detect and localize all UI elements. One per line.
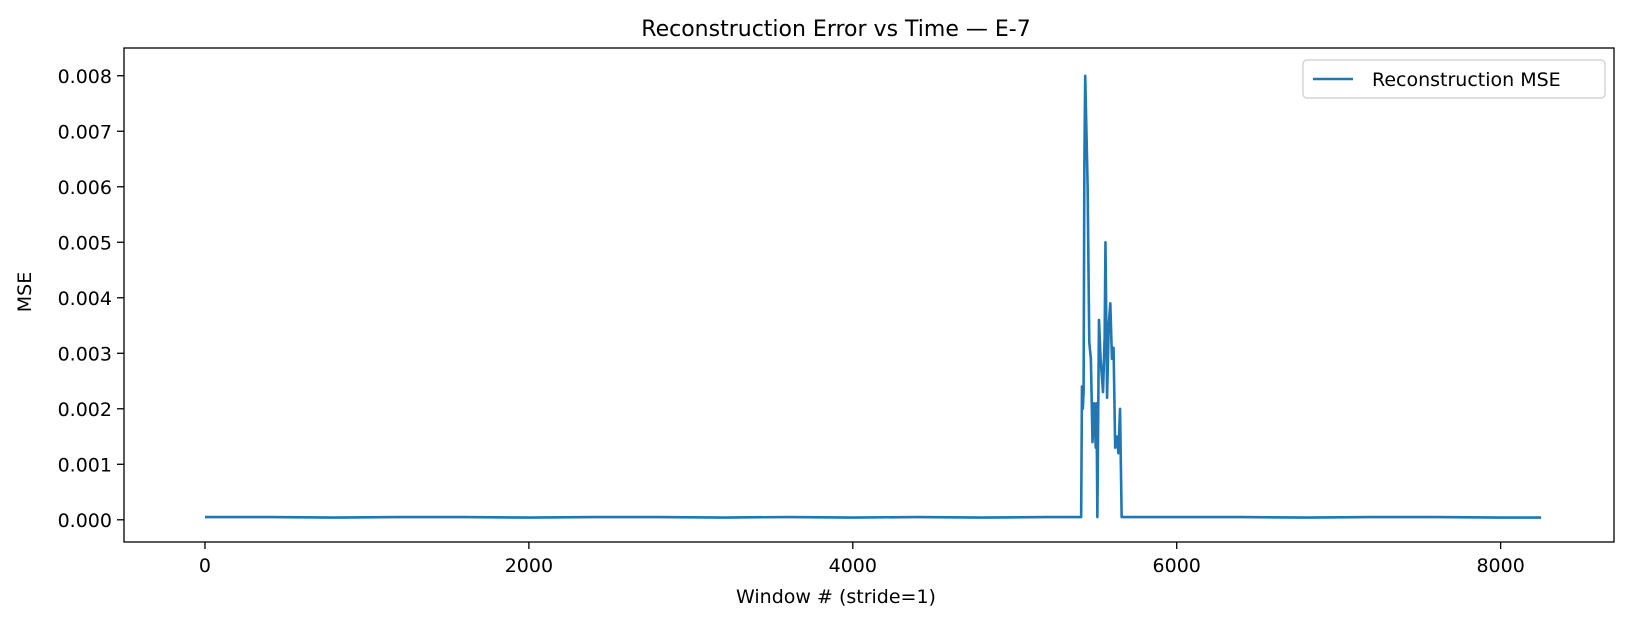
y-tick-label: 0.008	[58, 66, 112, 88]
y-axis-label: MSE	[14, 272, 36, 312]
y-tick-label: 0.007	[58, 121, 112, 143]
series-line-0	[204, 74, 1542, 519]
y-tick-label: 0.006	[58, 177, 112, 199]
plot-frame	[123, 47, 1615, 543]
chart-title: Reconstruction Error vs Time — E-7	[641, 17, 1030, 42]
y-tick-label: 0.003	[58, 343, 112, 365]
legend-box	[1302, 59, 1606, 99]
y-tick-label: 0.001	[58, 454, 112, 476]
x-tick-label: 0	[199, 555, 211, 577]
x-tick-label: 4000	[829, 555, 877, 577]
y-tick-label: 0.004	[58, 288, 112, 310]
legend-label: Reconstruction MSE	[1372, 69, 1561, 91]
y-tick-label: 0.002	[58, 399, 112, 421]
plot-area: 0 2000 4000 6000 8000 0.000 0.001 0.002 0.003 0.0…	[58, 47, 1615, 577]
x-tick-label: 8000	[1476, 555, 1524, 577]
y-tick-label: 0.000	[58, 510, 112, 532]
y-tick-label: 0.005	[58, 232, 112, 254]
x-tick-label: 2000	[505, 555, 553, 577]
x-axis-label: Window # (stride=1)	[736, 586, 936, 608]
x-tick-label: 6000	[1153, 555, 1201, 577]
